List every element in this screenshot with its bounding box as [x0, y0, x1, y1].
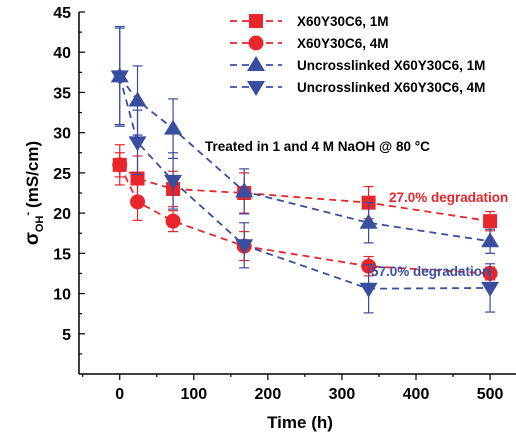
series-line — [118, 164, 491, 275]
y-axis-label-superscript: - — [22, 212, 34, 216]
data-point — [110, 70, 129, 86]
series-3 — [110, 25, 500, 254]
y-axis-label-unit: (mS/cm) — [23, 141, 42, 208]
data-point — [164, 174, 183, 190]
y-tick-label: 5 — [62, 327, 71, 344]
y-tick-label: 25 — [53, 166, 71, 183]
y-axis-ticks: 5 10 15 20 25 30 35 40 45 — [53, 5, 85, 355]
legend-marker — [247, 56, 265, 71]
legend-marker — [247, 81, 265, 96]
data-point — [235, 182, 254, 198]
y-tick-label: 40 — [53, 45, 71, 62]
y-tick-label: 35 — [53, 85, 71, 102]
legend-label: Uncrosslinked X60Y30C6, 1M — [297, 58, 485, 73]
x-tick-label: 0 — [115, 386, 124, 403]
degradation-annotation-crosslinked: 27.0% degradation — [389, 190, 508, 205]
x-tick-label: 400 — [403, 386, 430, 403]
data-point — [112, 157, 128, 173]
data-point — [481, 281, 500, 297]
y-tick-label: 30 — [53, 126, 71, 143]
data-point — [130, 194, 146, 210]
legend-label: X60Y30C6, 1M — [297, 14, 389, 29]
x-tick-label: 300 — [329, 386, 356, 403]
legend-item-4: Uncrosslinked X60Y30C6, 4M — [230, 80, 485, 96]
x-tick-label: 200 — [255, 386, 282, 403]
data-point — [359, 213, 378, 229]
x-axis-label: Time (h) — [267, 413, 333, 432]
data-point — [128, 136, 147, 152]
condition-annotation: Treated in 1 and 4 M NaOH @ 80 °C — [205, 139, 430, 154]
y-tick-label: 20 — [53, 206, 71, 223]
legend: X60Y30C6, 1M X60Y30C6, 4M Uncrosslinked X6… — [230, 14, 485, 96]
legend-marker — [248, 35, 264, 51]
x-tick-label: 500 — [477, 386, 504, 403]
legend-label: Uncrosslinked X60Y30C6, 4M — [297, 80, 485, 95]
y-tick-label: 15 — [53, 246, 71, 263]
data-point — [235, 239, 254, 255]
data-point — [359, 282, 378, 298]
legend-marker — [249, 14, 263, 28]
legend-label: X60Y30C6, 4M — [297, 36, 389, 51]
legend-item-2: X60Y30C6, 4M — [230, 35, 389, 51]
x-tick-label: 100 — [180, 386, 207, 403]
y-axis-label-subscript: OH — [34, 216, 46, 233]
degradation-annotation-uncrosslinked: 57.0% degradation — [371, 264, 490, 279]
data-point — [483, 214, 498, 229]
y-axis-label-sigma: σ — [22, 232, 43, 245]
series-line — [118, 76, 491, 290]
y-axis-label: σOH- (mS/cm) — [22, 141, 46, 245]
series-4 — [110, 27, 500, 314]
y-tick-label: 10 — [53, 287, 71, 304]
legend-item-1: X60Y30C6, 1M — [230, 14, 389, 29]
data-point — [128, 91, 147, 107]
data-point — [164, 119, 183, 135]
series-layer — [110, 25, 500, 314]
legend-item-3: Uncrosslinked X60Y30C6, 1M — [230, 56, 485, 73]
data-point — [165, 213, 181, 229]
data-point — [481, 232, 500, 248]
y-tick-label: 45 — [53, 5, 71, 22]
x-axis-ticks: 0 100 200 300 400 500 — [82, 374, 504, 403]
